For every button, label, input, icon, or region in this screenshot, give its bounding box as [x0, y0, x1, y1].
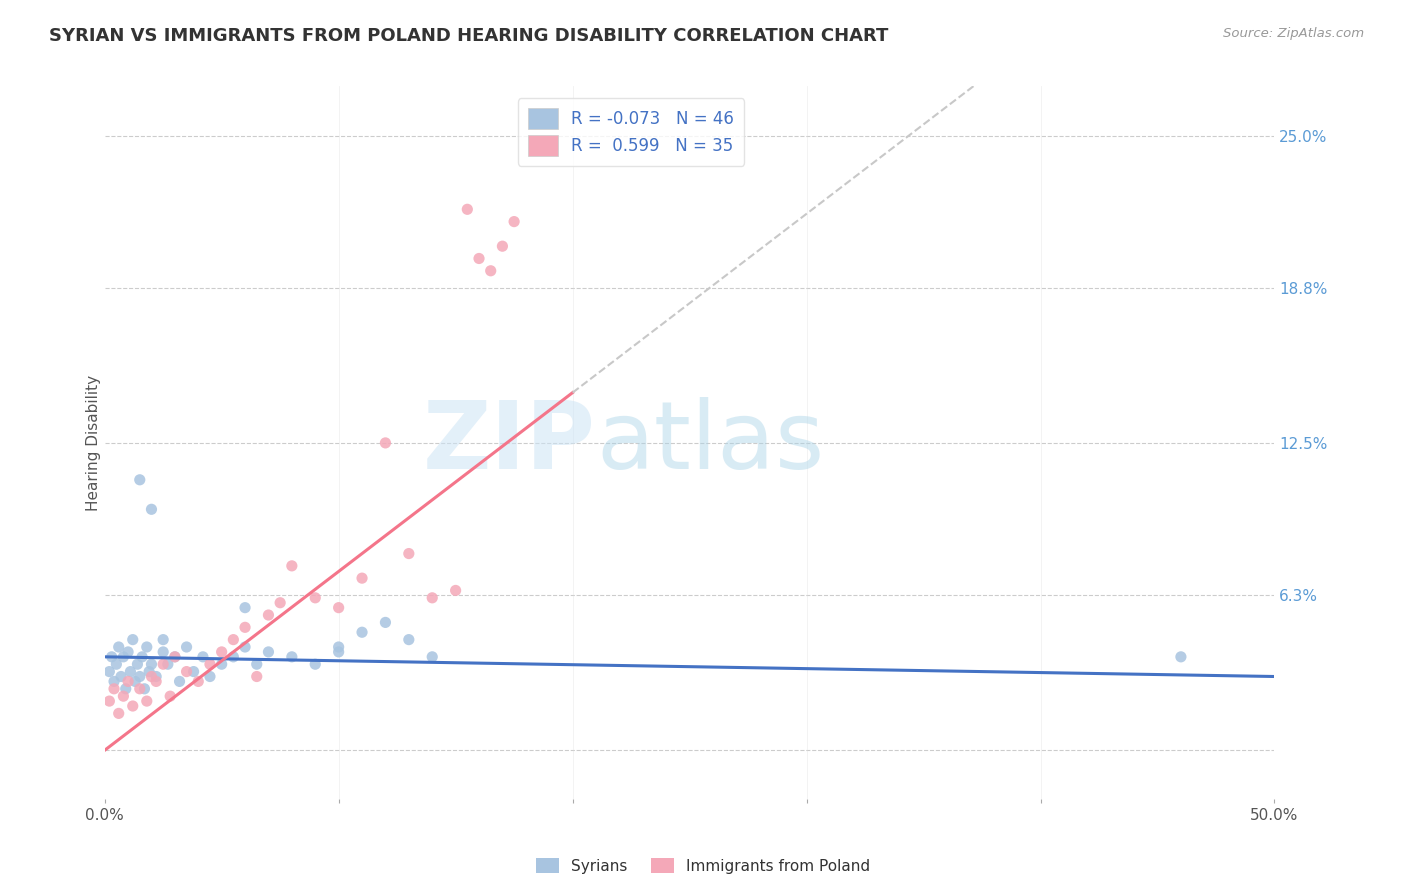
- Point: [120, 665, 142, 679]
- Point: [304, 657, 326, 672]
- Point: [110, 669, 132, 683]
- Point: [103, 681, 125, 696]
- Point: [141, 502, 163, 516]
- Point: [152, 632, 174, 647]
- Text: Source: ZipAtlas.com: Source: ZipAtlas.com: [1223, 27, 1364, 40]
- Point: [152, 657, 174, 672]
- Point: [105, 657, 128, 672]
- Point: [420, 591, 443, 605]
- Point: [98, 694, 121, 708]
- Point: [479, 264, 502, 278]
- Point: [187, 674, 209, 689]
- Point: [198, 669, 221, 683]
- Text: ZIP: ZIP: [423, 397, 596, 489]
- Point: [112, 689, 135, 703]
- Point: [491, 239, 513, 253]
- Point: [398, 632, 420, 647]
- Point: [100, 649, 122, 664]
- Point: [138, 665, 160, 679]
- Point: [328, 640, 350, 654]
- Point: [257, 645, 280, 659]
- Point: [350, 571, 373, 585]
- Point: [281, 558, 304, 573]
- Point: [269, 596, 291, 610]
- Point: [163, 649, 186, 664]
- Point: [114, 681, 136, 696]
- Point: [169, 674, 191, 689]
- Point: [107, 640, 129, 654]
- Point: [233, 640, 256, 654]
- Point: [121, 632, 143, 647]
- Point: [156, 657, 179, 672]
- Point: [124, 674, 146, 689]
- Point: [374, 615, 396, 630]
- Point: [176, 640, 198, 654]
- Point: [198, 657, 221, 672]
- Point: [152, 645, 174, 659]
- Point: [191, 649, 214, 664]
- Point: [281, 649, 304, 664]
- Legend: R = -0.073   N = 46, R =  0.599   N = 35: R = -0.073 N = 46, R = 0.599 N = 35: [517, 98, 744, 166]
- Point: [398, 547, 420, 561]
- Point: [107, 706, 129, 721]
- Legend: Syrians, Immigrants from Poland: Syrians, Immigrants from Poland: [530, 852, 876, 880]
- Point: [468, 252, 491, 266]
- Text: SYRIAN VS IMMIGRANTS FROM POLAND HEARING DISABILITY CORRELATION CHART: SYRIAN VS IMMIGRANTS FROM POLAND HEARING…: [49, 27, 889, 45]
- Point: [159, 689, 181, 703]
- Point: [257, 607, 280, 622]
- Point: [128, 473, 150, 487]
- Point: [222, 649, 245, 664]
- Point: [127, 657, 149, 672]
- Point: [117, 674, 139, 689]
- Point: [176, 665, 198, 679]
- Point: [183, 665, 205, 679]
- Point: [1170, 649, 1192, 664]
- Point: [121, 698, 143, 713]
- Point: [233, 620, 256, 634]
- Point: [211, 645, 233, 659]
- Point: [211, 657, 233, 672]
- Point: [233, 600, 256, 615]
- Point: [246, 657, 269, 672]
- Point: [456, 202, 478, 217]
- Point: [112, 649, 135, 664]
- Point: [503, 214, 526, 228]
- Point: [246, 669, 269, 683]
- Point: [128, 669, 150, 683]
- Point: [444, 583, 467, 598]
- Point: [145, 669, 167, 683]
- Point: [134, 681, 156, 696]
- Point: [328, 600, 350, 615]
- Point: [420, 649, 443, 664]
- Point: [103, 674, 125, 689]
- Point: [128, 681, 150, 696]
- Point: [328, 645, 350, 659]
- Point: [135, 694, 157, 708]
- Point: [163, 649, 186, 664]
- Point: [98, 665, 121, 679]
- Point: [131, 649, 153, 664]
- Y-axis label: Hearing Disability: Hearing Disability: [86, 375, 101, 511]
- Point: [141, 657, 163, 672]
- Point: [135, 640, 157, 654]
- Point: [304, 591, 326, 605]
- Point: [117, 645, 139, 659]
- Text: atlas: atlas: [596, 397, 824, 489]
- Point: [350, 625, 373, 640]
- Point: [145, 674, 167, 689]
- Point: [374, 436, 396, 450]
- Point: [141, 669, 163, 683]
- Point: [222, 632, 245, 647]
